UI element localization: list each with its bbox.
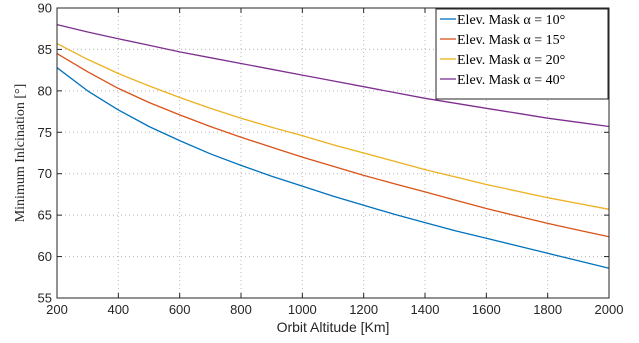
x-tick-label: 2000: [595, 302, 624, 317]
x-tick-label: 600: [169, 302, 191, 317]
x-axis-label: Orbit Altitude [Km]: [277, 319, 390, 335]
legend-entry: Elev. Mask α = 15°: [457, 33, 565, 48]
series-line: [56, 43, 610, 210]
data-series: [56, 23, 610, 269]
legend: Elev. Mask α = 10° Elev. Mask α = 15° Elev…: [435, 8, 609, 100]
y-tick-label: 60: [38, 249, 52, 264]
x-tick-label: 1800: [533, 302, 562, 317]
x-tick-label: 1400: [411, 302, 440, 317]
legend-box: [435, 8, 609, 100]
y-tick-label: 80: [38, 83, 52, 98]
plot-area-frame: [56, 7, 610, 299]
y-tick-label: 55: [38, 291, 52, 306]
x-tick-label: 1600: [472, 302, 501, 317]
series-line: [56, 23, 610, 128]
series-line: [56, 53, 610, 238]
x-tick-label: 200: [46, 302, 68, 317]
axis-ticks: 200 400 600 800 1000 1200 1400 1600 1800 2000 55 60…: [38, 1, 624, 318]
x-tick-label: 400: [107, 302, 129, 317]
x-tick-label: 1000: [288, 302, 317, 317]
y-tick-label: 90: [38, 1, 52, 16]
grid-lines: [57, 8, 609, 298]
legend-entry: Elev. Mask α = 20°: [457, 53, 565, 68]
y-axis-label: Minimum Inlcination [°]: [13, 84, 28, 223]
x-tick-label: 1200: [349, 302, 378, 317]
y-tick-label: 70: [38, 166, 52, 181]
legend-entry: Elev. Mask α = 10°: [457, 13, 565, 28]
y-tick-label: 75: [38, 125, 52, 140]
legend-entry: Elev. Mask α = 40°: [457, 73, 565, 88]
y-tick-label: 85: [38, 42, 52, 57]
x-tick-label: 800: [230, 302, 252, 317]
series-line: [56, 67, 610, 269]
y-tick-label: 65: [38, 208, 52, 223]
